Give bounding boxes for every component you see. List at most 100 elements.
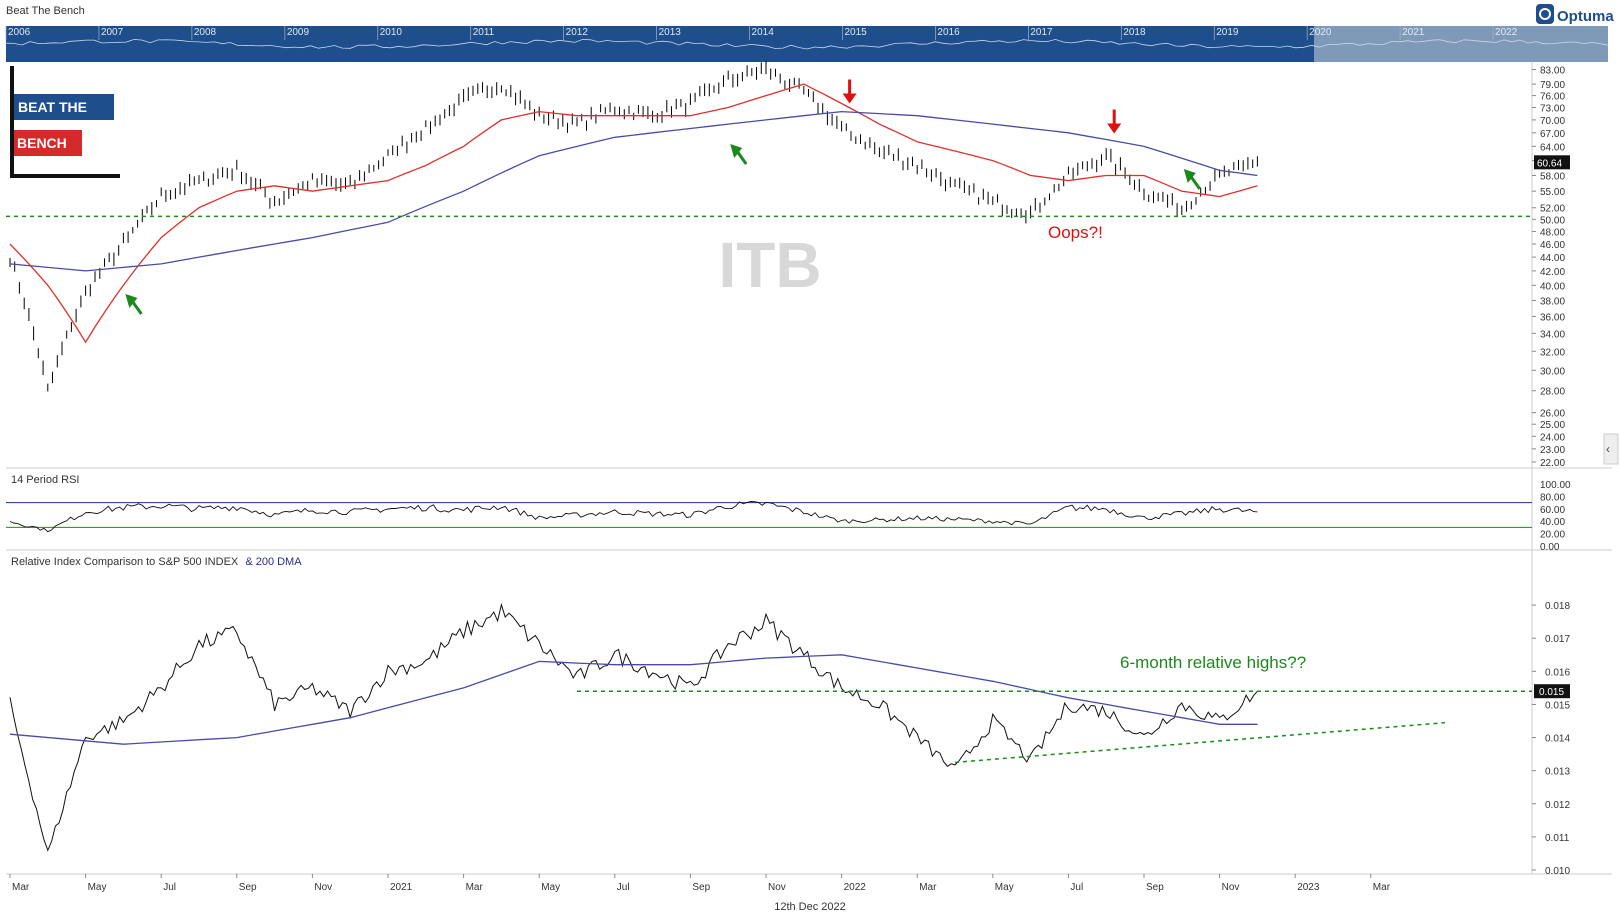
navigator-year-label[interactable]: 2009: [287, 27, 310, 38]
price-tick-label: 26.00: [1540, 409, 1565, 420]
time-tick-label: May: [88, 882, 107, 893]
navigator-background: [6, 26, 1314, 62]
navigator-year-label[interactable]: 2014: [752, 27, 775, 38]
optuma-logo: Optuma: [1536, 4, 1614, 25]
ticker-watermark: ITB: [718, 229, 821, 301]
navigator-selection[interactable]: [1314, 26, 1608, 62]
price-tick-label: 34.00: [1540, 329, 1565, 340]
price-tick-label: 30.00: [1540, 366, 1565, 377]
navigator-year-label[interactable]: 2011: [473, 27, 495, 38]
relative-tick-label: 0.016: [1545, 667, 1570, 678]
relative-tick-label: 0.010: [1545, 866, 1570, 877]
rsi-tick-label: 20.00: [1540, 530, 1565, 541]
side-panel-toggle-bg[interactable]: [1603, 433, 1619, 465]
time-tick-label: 2021: [390, 882, 413, 893]
relative-tick-label: 0.017: [1545, 634, 1570, 645]
price-tick-label: 79.00: [1540, 80, 1565, 91]
price-tick-label: 28.00: [1540, 387, 1565, 398]
price-tick-label: 76.00: [1540, 92, 1565, 103]
optuma-logo-icon: [1536, 4, 1554, 24]
time-tick-label: Sep: [692, 882, 710, 893]
time-tick-label: Nov: [768, 882, 786, 893]
navigator-year-label[interactable]: 2015: [844, 27, 867, 38]
price-tick-label: 32.00: [1540, 347, 1565, 358]
relative-200dma-line: [9, 654, 1258, 745]
chevron-left-icon[interactable]: ‹: [1606, 442, 1610, 456]
navigator-year-label[interactable]: 2021: [1402, 27, 1425, 38]
time-tick-label: Sep: [1146, 882, 1164, 893]
time-tick-label: 2023: [1297, 882, 1320, 893]
red-arrowhead-icon: [1107, 123, 1122, 134]
navigator-year-label[interactable]: 2007: [101, 27, 124, 38]
time-tick-label: Nov: [1222, 882, 1240, 893]
price-tick-label: 50.00: [1540, 215, 1565, 226]
navigator-year-label[interactable]: 2008: [194, 27, 217, 38]
logo-line2-bg: [14, 130, 82, 156]
time-tick-label: Jul: [163, 882, 176, 893]
last-price-badge: [1534, 155, 1570, 170]
navigator-year-label[interactable]: 2022: [1495, 27, 1518, 38]
side-panel-toggle[interactable]: ‹: [1603, 433, 1619, 465]
navigator-year-label[interactable]: 2018: [1123, 27, 1146, 38]
relative-tick-label: 0.015: [1545, 700, 1570, 711]
price-tick-label: 67.00: [1540, 129, 1565, 140]
price-tick-label: 40.00: [1540, 281, 1565, 292]
time-tick-label: Jul: [617, 882, 630, 893]
price-tick-label: 73.00: [1540, 103, 1565, 114]
footer-date: 12th Dec 2022: [774, 901, 846, 913]
time-tick-label: Mar: [1373, 882, 1391, 893]
last-relative-label: 0.015: [1539, 687, 1564, 698]
optuma-brand: Optuma: [1557, 8, 1614, 25]
logo-frame-bottom: [10, 174, 120, 178]
price-tick-label: 42.00: [1540, 267, 1565, 278]
relative-trendline: [954, 721, 1446, 764]
oops-annotation: Oops?!: [1048, 223, 1103, 242]
price-tick-label: 64.00: [1540, 142, 1565, 153]
rsi-tick-label: 80.00: [1540, 492, 1565, 503]
time-tick-label: May: [541, 882, 560, 893]
price-tick-label: 55.00: [1540, 187, 1565, 198]
navigator[interactable]: 2006 2007 2008 2009 2010 2011 2012 2013 2014 2015…: [5, 26, 1609, 62]
relative-tick-label: 0.012: [1545, 800, 1570, 811]
relative-panel-title-main: Relative Index Comparison to S&P 500 IND…: [11, 556, 239, 568]
navigator-year-label[interactable]: 2013: [659, 27, 682, 38]
price-tick-label: 46.00: [1540, 240, 1565, 251]
time-tick-label: Jul: [1070, 882, 1083, 893]
navigator-year-label[interactable]: 2012: [566, 27, 589, 38]
relative-tick-label: 0.011: [1545, 833, 1570, 844]
rsi-tick-label: 40.00: [1540, 517, 1565, 528]
relative-panel-title-suffix: & 200 DMA: [245, 556, 302, 568]
relative-tick-label: 0.018: [1545, 601, 1570, 612]
logo-line1-bg: [14, 94, 114, 120]
time-tick-label: Mar: [466, 882, 484, 893]
rsi-panel-title: 14 Period RSI: [11, 474, 79, 486]
ma-fast-line: [9, 83, 1258, 344]
price-tick-label: 48.00: [1540, 227, 1565, 238]
navigator-year-label[interactable]: 2016: [937, 27, 960, 38]
time-tick-label: 2022: [844, 882, 867, 893]
last-relative-badge: [1534, 684, 1570, 699]
last-price-label: 60.64: [1537, 158, 1562, 169]
price-tick-label: 25.00: [1540, 420, 1565, 431]
price-tick-label: 22.00: [1540, 458, 1565, 469]
navigator-year-label[interactable]: 2010: [380, 27, 403, 38]
logo-line2: BENCH: [17, 135, 67, 151]
rsi-tick-label: 0.00: [1540, 542, 1560, 553]
time-tick-label: Sep: [239, 882, 257, 893]
navigator-year-label[interactable]: 2020: [1309, 27, 1332, 38]
navigator-year-label[interactable]: 2017: [1030, 27, 1053, 38]
price-tick-label: 52.00: [1540, 204, 1565, 215]
header-title: Beat The Bench: [6, 5, 85, 17]
relative-tick-label: 0.013: [1545, 767, 1570, 778]
navigator-sparkline: [5, 38, 1609, 50]
relative-highs-annotation: 6-month relative highs??: [1120, 653, 1306, 672]
time-tick-label: May: [995, 882, 1014, 893]
price-tick-label: 70.00: [1540, 116, 1565, 127]
navigator-year-label[interactable]: 2006: [8, 27, 31, 38]
navigator-year-label[interactable]: 2019: [1216, 27, 1239, 38]
optuma-logo-ring: [1539, 8, 1551, 20]
price-tick-label: 38.00: [1540, 296, 1565, 307]
price-tick-label: 36.00: [1540, 312, 1565, 323]
rsi-tick-label: 100.00: [1540, 480, 1571, 491]
